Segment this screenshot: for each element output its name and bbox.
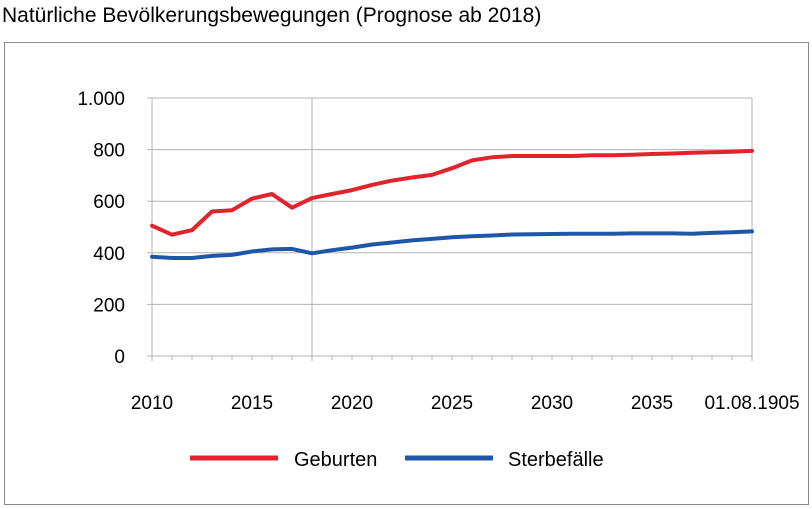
y-tick-label: 400 [93, 244, 125, 265]
x-tick-label: 2015 [231, 393, 273, 414]
x-tick-label: 01.08.1905 [704, 393, 799, 414]
series-line-sterbeflle [150, 229, 754, 260]
series-line-geburten [150, 148, 754, 237]
y-axis-tick-labels: 1.000 800 600 400 200 0 [77, 89, 125, 368]
y-tick-label: 0 [114, 347, 125, 368]
legend-label: Geburten [294, 449, 377, 471]
chart-frame [4, 42, 809, 505]
grid-lines [147, 97, 752, 357]
x-tick-label: 2020 [331, 393, 373, 414]
legend-label: Sterbefälle [508, 449, 604, 471]
x-tick-label: 2035 [631, 393, 673, 414]
x-axis-tick-labels: 2010 2015 2020 2025 2030 2035 01.08.1905 [131, 393, 800, 414]
x-tick-label: 2010 [131, 393, 173, 414]
y-tick-label: 1.000 [77, 89, 125, 110]
x-tick-label: 2025 [431, 393, 473, 414]
y-tick-label: 200 [93, 295, 125, 316]
y-tick-label: 800 [93, 141, 125, 162]
y-tick-label: 600 [93, 192, 125, 213]
series-lines [150, 148, 754, 260]
legend: Geburten Sterbefälle [190, 449, 604, 471]
axes [151, 98, 753, 361]
x-tick-label: 2030 [531, 393, 573, 414]
chart-title: Natürliche Bevölkerungsbewegungen (Progn… [2, 4, 542, 27]
